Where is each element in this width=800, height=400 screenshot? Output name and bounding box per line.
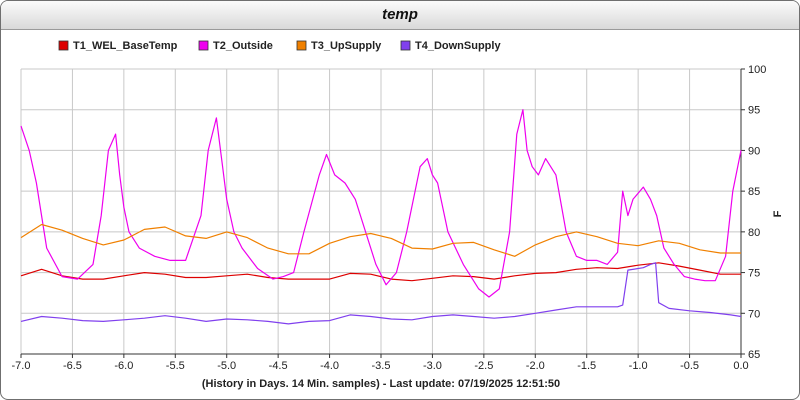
x-tick-label: -4.5 — [269, 360, 288, 372]
y-tick-label: 80 — [748, 227, 760, 239]
series-line-t1_wel_basetemp — [20, 262, 741, 282]
x-tick-label: -2.0 — [526, 360, 545, 372]
x-tick-label: -5.5 — [166, 360, 185, 372]
series-line-t2_outside — [20, 109, 742, 298]
legend-label: T4_DownSupply — [415, 40, 501, 52]
chart-title: temp — [382, 6, 418, 23]
legend-swatch — [400, 40, 411, 51]
chart-title-bar: temp — [1, 1, 799, 30]
legend-swatch — [198, 40, 209, 51]
x-tick-label: -2.5 — [474, 360, 493, 372]
x-tick-label: -7.0 — [12, 360, 31, 372]
x-tick-label: -4.0 — [320, 360, 339, 372]
y-tick-label: 75 — [748, 268, 760, 280]
legend-label: T3_UpSupply — [311, 40, 382, 52]
legend-label: T1_WEL_BaseTemp — [73, 40, 178, 52]
legend-swatch — [296, 40, 307, 51]
series-line-t4_downsupply — [20, 262, 742, 325]
x-tick-label: -6.0 — [114, 360, 133, 372]
x-tick-label: -5.0 — [217, 360, 236, 372]
x-tick-label: -3.5 — [372, 360, 391, 372]
y-tick-label: 90 — [748, 145, 760, 157]
y-tick-label: 85 — [748, 186, 760, 198]
x-tick-label: -1.5 — [577, 360, 596, 372]
x-axis-label: (History in Days. 14 Min. samples) - Las… — [202, 378, 560, 390]
y-tick-label: 95 — [748, 105, 760, 117]
x-tick-label: -0.5 — [680, 360, 699, 372]
x-tick-label: 0.0 — [733, 360, 748, 372]
y-tick-label: 100 — [748, 64, 766, 76]
legend-swatch — [58, 40, 69, 51]
y-tick-label: 70 — [748, 308, 760, 320]
x-tick-label: -3.0 — [423, 360, 442, 372]
x-tick-label: -1.0 — [629, 360, 648, 372]
legend-label: T2_Outside — [213, 40, 273, 52]
y-tick-label: 65 — [748, 349, 760, 361]
x-tick-label: -6.5 — [63, 360, 82, 372]
series-line-t3_upsupply — [20, 223, 741, 257]
y-axis-label: F — [772, 210, 784, 217]
